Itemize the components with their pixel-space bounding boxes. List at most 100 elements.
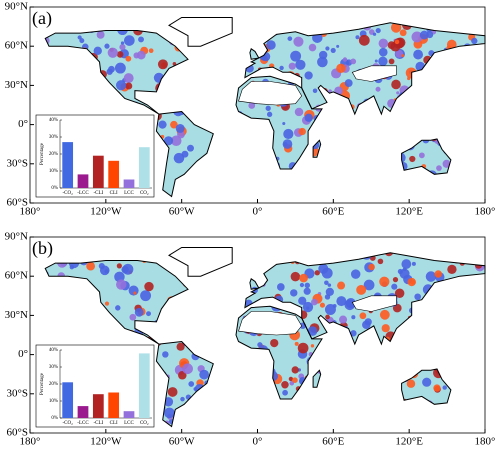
coastline xyxy=(168,17,233,47)
land-pattern xyxy=(172,62,177,66)
land-pattern xyxy=(292,377,298,383)
x-tick-label: 60°W xyxy=(169,436,195,448)
land-pattern xyxy=(290,271,301,282)
bar xyxy=(108,160,120,188)
land-pattern xyxy=(318,263,329,274)
land-pattern xyxy=(312,88,318,94)
land-pattern xyxy=(447,264,457,275)
land-pattern xyxy=(406,379,416,388)
land-pattern xyxy=(328,89,332,93)
land-pattern xyxy=(93,46,102,56)
coastline xyxy=(155,110,214,198)
land-pattern xyxy=(270,338,279,348)
land-pattern xyxy=(283,128,294,140)
inset-y-tick-label: 40% xyxy=(49,348,58,353)
x-tick-label: 180° xyxy=(20,206,41,218)
land-pattern xyxy=(104,269,109,274)
land-pattern xyxy=(157,59,168,70)
land-pattern xyxy=(173,152,185,164)
y-tick-label: 30°N xyxy=(5,79,28,91)
inset-y-tick-label: 30% xyxy=(49,135,58,140)
land-pattern xyxy=(158,120,167,129)
land-pattern xyxy=(164,407,175,419)
land-pattern xyxy=(436,165,442,171)
x-tick-label: 120°E xyxy=(395,436,423,448)
land-pattern xyxy=(187,144,194,152)
y-tick-label: 0° xyxy=(18,348,28,360)
land-pattern xyxy=(175,123,185,133)
no-data-area xyxy=(351,295,397,312)
inset-x-tick-label: CO₂ xyxy=(140,421,149,426)
map-panel: 180° 120°W 60°W 0° 60°E 120°E 180° 90°N 60°N 30°N… xyxy=(5,231,496,448)
inset-x-tick-label: -CLI xyxy=(93,191,103,196)
land-pattern xyxy=(350,58,357,65)
land-pattern xyxy=(342,57,348,62)
land-pattern xyxy=(325,287,334,297)
land-pattern xyxy=(310,344,315,348)
land-pattern xyxy=(442,385,447,390)
inset-x-tick-label: -LCC xyxy=(77,191,89,196)
coastline xyxy=(244,22,486,116)
coastline xyxy=(44,30,189,115)
bar xyxy=(123,179,135,188)
land-pattern xyxy=(422,377,432,387)
land-pattern xyxy=(314,270,320,276)
bar xyxy=(62,382,74,418)
land-pattern xyxy=(336,296,347,307)
land-pattern xyxy=(86,261,95,271)
land-pattern xyxy=(395,49,404,58)
land-pattern xyxy=(115,305,121,311)
bar xyxy=(108,392,120,418)
land-pattern xyxy=(364,318,372,326)
land-pattern xyxy=(399,29,407,37)
bar xyxy=(77,174,89,188)
land-pattern xyxy=(276,283,285,291)
coastline xyxy=(155,340,214,428)
land-pattern xyxy=(379,276,390,287)
coastline xyxy=(168,247,233,277)
land-pattern xyxy=(434,270,442,278)
inset-x-tick-label: LCC xyxy=(124,421,134,426)
land-pattern xyxy=(199,369,209,380)
land-pattern xyxy=(107,47,118,58)
y-tick-label: 60°S xyxy=(6,427,28,439)
land-pattern xyxy=(121,265,129,274)
land-pattern xyxy=(146,311,151,317)
inset-y-tick-label: 20% xyxy=(49,382,58,387)
land-pattern xyxy=(356,284,367,295)
land-pattern xyxy=(374,59,378,63)
land-pattern xyxy=(311,298,318,306)
land-pattern xyxy=(266,111,273,117)
land-pattern xyxy=(138,36,144,43)
land-pattern xyxy=(98,262,105,270)
land-pattern xyxy=(304,71,313,80)
land-pattern xyxy=(287,36,293,41)
coastline xyxy=(401,368,452,405)
coastline xyxy=(249,278,260,290)
no-data-area xyxy=(351,65,397,82)
land-pattern xyxy=(355,35,360,40)
inset-y-tick-label: 10% xyxy=(49,399,58,404)
land-pattern xyxy=(116,279,127,290)
land-pattern xyxy=(350,330,357,337)
land-pattern xyxy=(279,65,284,71)
land-pattern xyxy=(401,54,405,58)
land-pattern xyxy=(308,43,317,52)
land-pattern xyxy=(358,34,370,46)
bar xyxy=(123,411,135,418)
land-pattern xyxy=(140,290,152,302)
x-tick-label: 0° xyxy=(253,436,263,448)
land-pattern xyxy=(282,121,286,126)
land-pattern xyxy=(116,51,124,58)
land-pattern xyxy=(392,277,399,283)
land-pattern xyxy=(388,58,395,65)
land-pattern xyxy=(167,387,178,397)
land-pattern xyxy=(265,105,271,111)
x-tick-label: 60°E xyxy=(322,436,344,448)
land-pattern xyxy=(291,366,299,374)
land-pattern xyxy=(283,142,288,147)
land-pattern xyxy=(394,39,400,45)
land-pattern xyxy=(391,283,398,290)
land-pattern xyxy=(288,62,296,70)
land-pattern xyxy=(123,73,134,84)
